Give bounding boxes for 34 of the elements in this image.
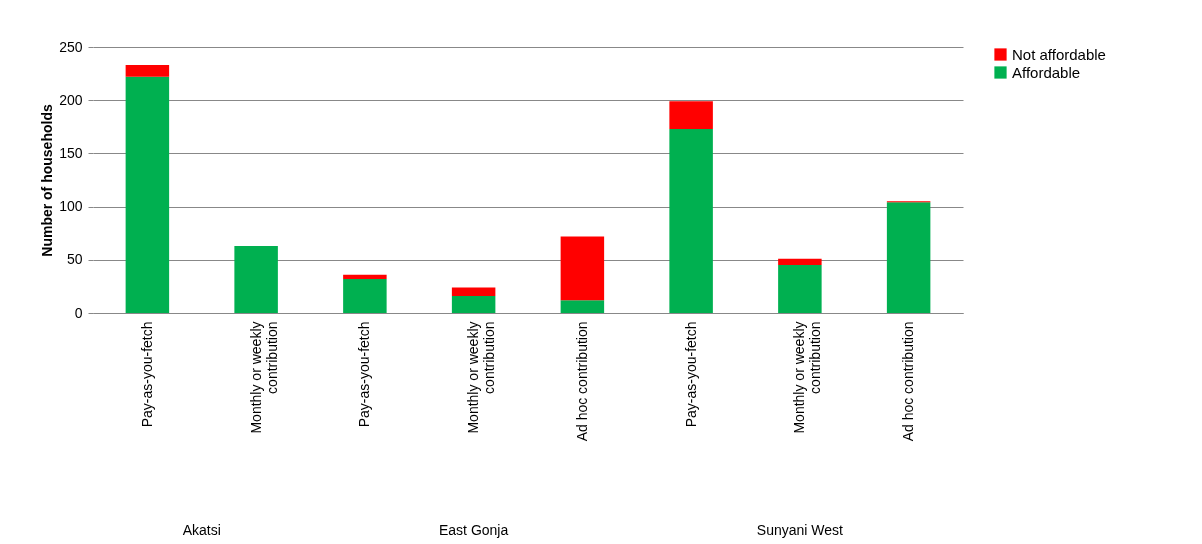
text: Akatsi [182,522,221,538]
bar [669,101,713,129]
x-tick-label: Monthly or weekly contribution [791,321,824,434]
bar [234,245,278,313]
x-tick-label: Pay-as-you-fetch [356,321,373,428]
x-tick-label: Ad hoc contribution [573,321,590,442]
bar [886,202,931,313]
legend-label: Not affordable [1012,45,1106,63]
x-tick-label: Monthly or weekly contribution [465,321,498,434]
x-tick-label: Monthly or weekly contribution [247,321,280,434]
y-axis-title: Number of households [39,104,56,257]
legend-label: Affordable [1012,63,1081,81]
bar [343,278,387,313]
y-tick-label: 100 [59,198,83,215]
text: East Gonja [438,522,509,538]
bar [125,76,170,313]
y-tick-label: 50 [66,251,83,268]
bar [451,287,496,296]
bar [669,128,713,313]
text: Sunyani West [756,522,844,538]
bar [451,295,496,313]
bar [560,236,605,301]
bar [560,300,605,313]
x-tick-label: Pay-as-you-fetch [682,321,699,428]
bar [778,258,822,266]
x-tick-label: Pay-as-you-fetch [138,321,155,428]
bar [125,65,170,77]
bar [343,274,387,279]
bar [778,265,822,313]
y-tick-label: 150 [59,144,83,161]
x-tick-label: Ad hoc contribution [900,321,917,442]
y-tick-label: 0 [74,304,83,321]
y-tick-label: 200 [59,91,83,108]
y-tick-label: 250 [59,38,83,55]
